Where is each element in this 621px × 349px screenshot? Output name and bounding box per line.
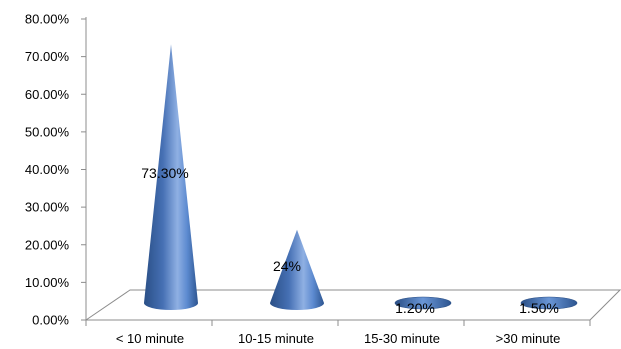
cone-2 bbox=[270, 229, 324, 310]
y-tick-label: 30.00% bbox=[25, 200, 70, 215]
y-tick-label: 20.00% bbox=[25, 237, 70, 252]
y-tick-label: 10.00% bbox=[25, 275, 70, 290]
data-label: 1.20% bbox=[395, 300, 435, 316]
floor-outline bbox=[85, 289, 621, 321]
y-tick-label: 60.00% bbox=[25, 87, 70, 102]
cone-body bbox=[270, 229, 324, 310]
data-label: 24% bbox=[273, 258, 301, 274]
y-tick-label: 40.00% bbox=[25, 162, 70, 177]
y-tick-label: 50.00% bbox=[25, 124, 70, 139]
x-category-label: < 10 minute bbox=[116, 331, 184, 346]
label-layer: 73.30% 24% 1.20% 1.50% < 10 minute 10-15 minu… bbox=[116, 165, 560, 346]
x-category-label: 10-15 minute bbox=[238, 331, 314, 346]
axes: 0.00% 10.00% 20.00% 30.00% 40.00% 50.00% 60.00… bbox=[25, 12, 591, 328]
cone-3 bbox=[394, 296, 452, 310]
y-tick-label: 70.00% bbox=[25, 49, 70, 64]
x-category-label: 15-30 minute bbox=[364, 331, 440, 346]
x-category-label: >30 minute bbox=[496, 331, 561, 346]
y-tick-label: 80.00% bbox=[25, 12, 70, 27]
data-label: 1.50% bbox=[519, 300, 559, 316]
cone-marks bbox=[144, 44, 578, 311]
data-label: 73.30% bbox=[141, 165, 188, 181]
cone-base bbox=[520, 296, 578, 310]
floor-plane bbox=[85, 289, 621, 321]
cone-1 bbox=[144, 44, 198, 311]
cone-base bbox=[394, 296, 452, 310]
y-tick-label: 0.00% bbox=[32, 313, 69, 328]
cone-4 bbox=[520, 296, 578, 310]
cone-body bbox=[144, 44, 198, 311]
